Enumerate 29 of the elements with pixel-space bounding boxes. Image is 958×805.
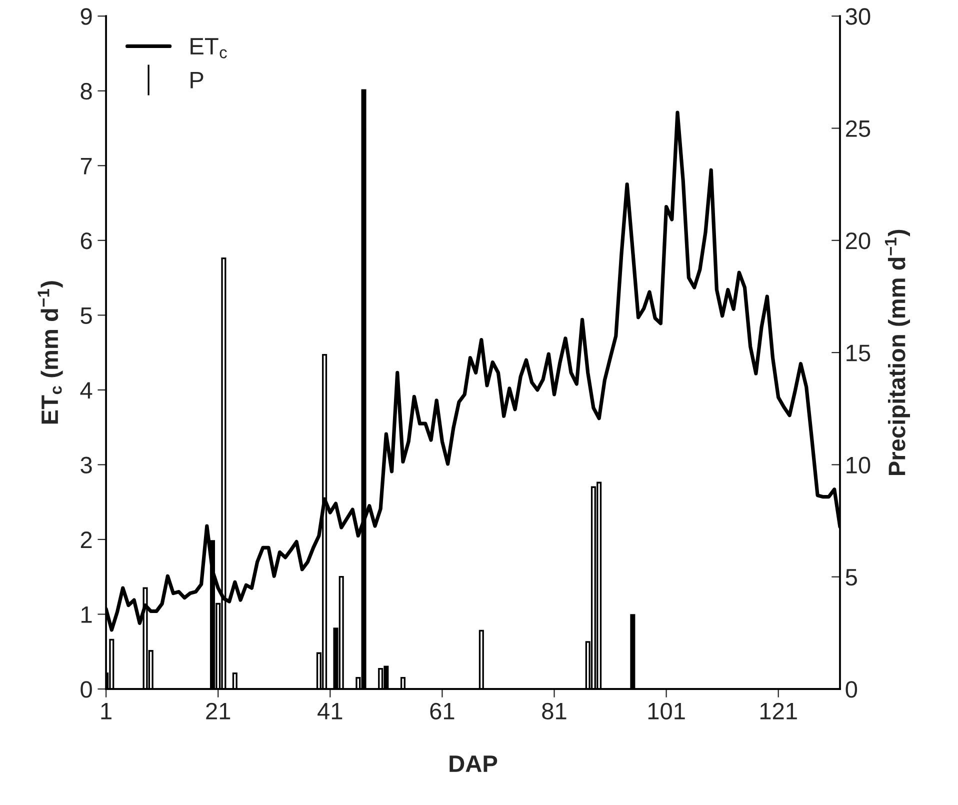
y2-tick-label: 0 (846, 681, 858, 698)
y-tick-label: 9 (80, 8, 92, 25)
x-tick-label: 1 (101, 703, 112, 720)
y-tick-label: 4 (80, 382, 92, 398)
y-axis-title: ET$_{c}$ (mm d$^{−1}$) (38, 281, 63, 424)
x-tick-label: 41 (318, 703, 342, 720)
y2-tick-label: 5 (846, 569, 857, 586)
y-tick-label: 5 (80, 307, 92, 324)
y-tick-label: 8 (80, 82, 92, 100)
y-tick-label: 0 (80, 681, 92, 698)
y2-tick-label: 30 (846, 8, 870, 25)
y-tick-label: 1 (82, 606, 92, 623)
x-tick-label: 101 (648, 702, 685, 720)
y2-tick-label: 10 (846, 456, 870, 474)
legend-label: ET$_{c}$ (190, 38, 227, 58)
y-tick-label: 7 (80, 158, 92, 174)
x-tick-label: 81 (542, 702, 566, 720)
x-tick-label: 21 (206, 702, 230, 720)
x-axis-title: DAP (450, 756, 498, 772)
y2-tick-label: 15 (846, 344, 870, 362)
y-tick-label: 3 (80, 456, 92, 474)
y-tick-label: 2 (80, 532, 92, 548)
y2-tick-label: 25 (846, 120, 870, 138)
x-tick-label: 61 (430, 702, 454, 720)
legend-label: P (190, 72, 204, 88)
y2-axis-title: Precipitation (mm d$^{−1}$) (884, 230, 910, 476)
x-tick-label: 121 (760, 702, 797, 720)
y2-tick-label: 20 (846, 232, 870, 250)
y-tick-label: 6 (80, 232, 92, 250)
